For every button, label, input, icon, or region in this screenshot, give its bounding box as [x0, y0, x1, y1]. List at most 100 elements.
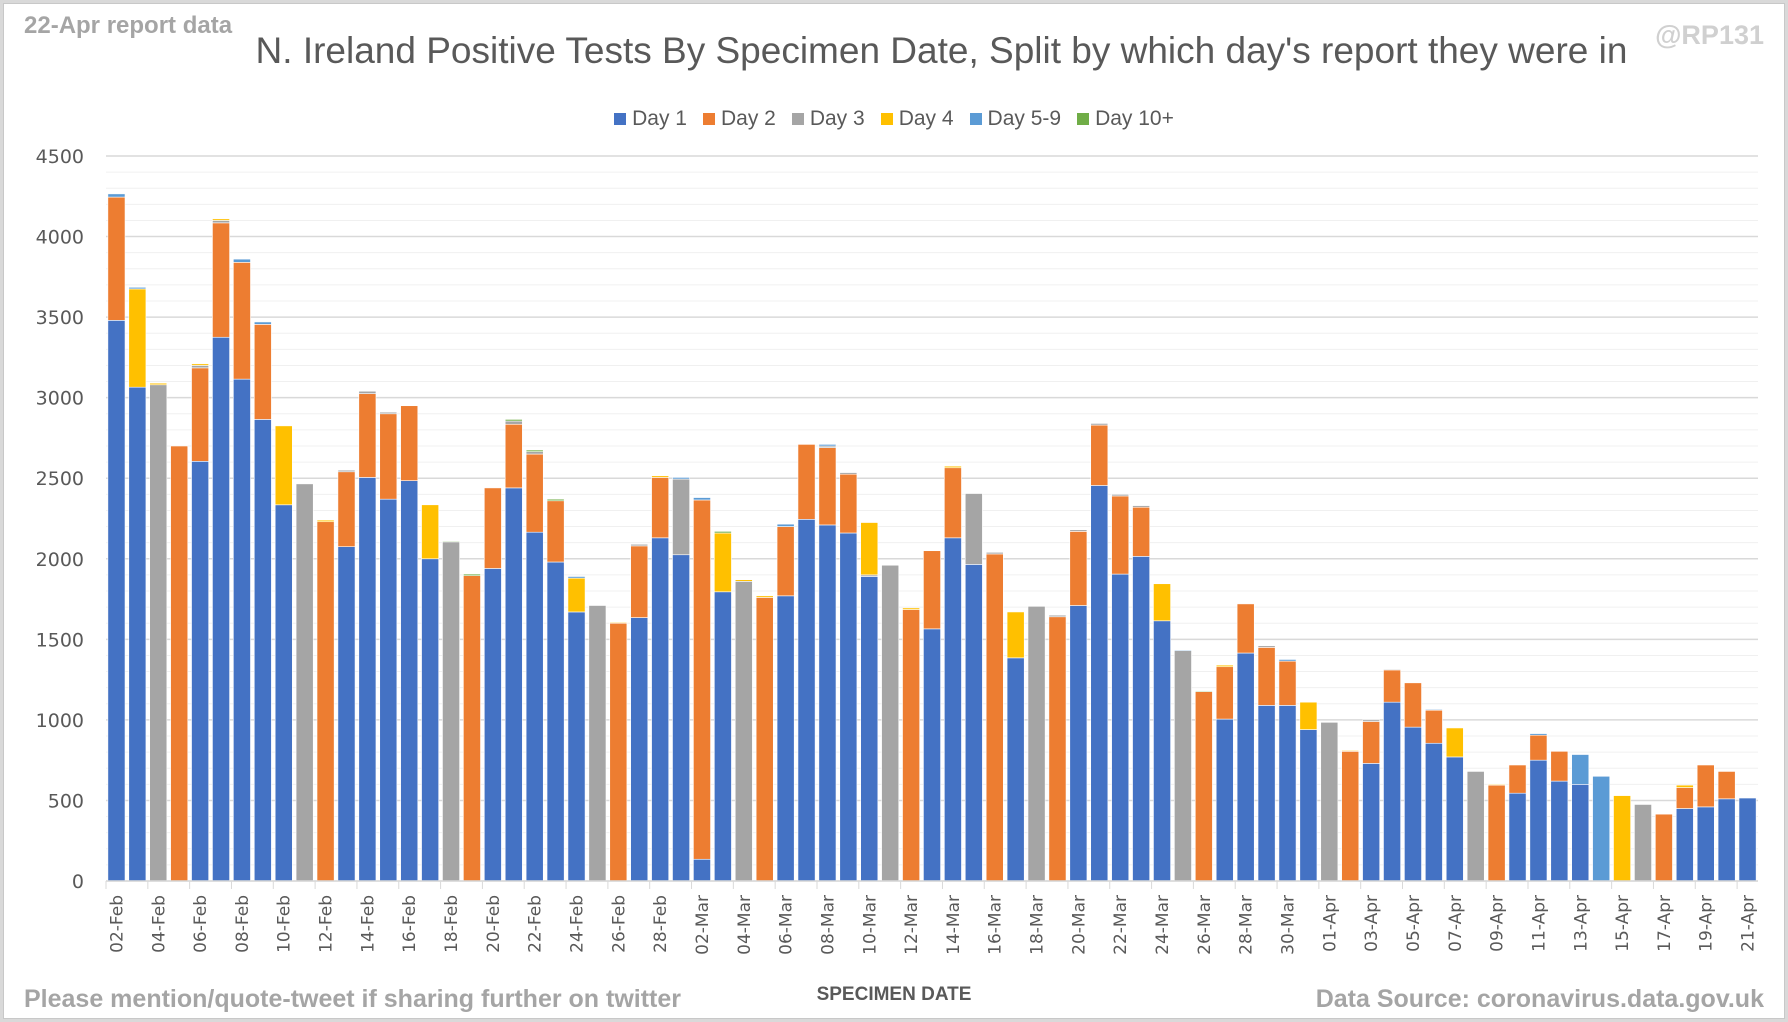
bar-segment-day-1 [1069, 605, 1088, 882]
x-axis-title: SPECIMEN DATE [816, 984, 972, 1005]
bar-stack-08-Feb [233, 258, 251, 882]
x-tick-label: 22-Feb [526, 895, 546, 953]
bar-segment-day-3 [1466, 771, 1485, 882]
bar-segment-day-2 [1383, 669, 1401, 703]
bar-stack-04-Mar [734, 579, 753, 882]
bar-segment-day-5-9 [128, 287, 147, 290]
bar-segment-day-3 [504, 420, 523, 425]
bar-segment-day-3 [1362, 719, 1381, 722]
bar-segment-day-10- [504, 419, 523, 422]
bar-segment-day-1 [1215, 718, 1234, 882]
bar-stack-27-Feb [630, 543, 649, 882]
bar-segment-day-2 [1424, 709, 1443, 744]
bar-segment-day-1 [944, 537, 962, 882]
bar-segment-day-2 [1194, 691, 1213, 882]
bar-segment-day-2 [1362, 721, 1381, 764]
bar-segment-day-2 [1550, 751, 1569, 782]
bar-segment-day-5-9 [233, 258, 251, 263]
bar-segment-day-4 [316, 519, 335, 523]
y-tick-label: 2000 [36, 549, 84, 571]
bar-segment-day-1 [630, 617, 649, 882]
x-tick-label: 18-Mar [1028, 895, 1048, 955]
bar-segment-day-1 [1696, 806, 1715, 882]
bar-stack-28-Feb [651, 475, 670, 882]
bar-stack-15-Apr [1613, 795, 1631, 882]
bar-segment-day-2 [1655, 813, 1673, 882]
bar-segment-day-1 [1424, 742, 1443, 882]
bar-stack-04-Feb [149, 382, 168, 882]
bar-segment-day-3 [1132, 505, 1150, 508]
bar-stack-01-Mar [672, 477, 690, 882]
bar-segment-day-5-9 [672, 477, 690, 480]
bar-segment-day-2 [1404, 682, 1422, 728]
bar-segment-day-2 [212, 222, 230, 338]
bar-segment-day-2 [985, 553, 1004, 882]
bar-stack-03-Apr [1362, 719, 1381, 882]
bar-stack-19-Feb [463, 573, 481, 882]
x-tick-label: 26-Feb [609, 895, 629, 953]
bar-stack-05-Feb [170, 445, 189, 882]
bar-segment-day-2 [1487, 784, 1506, 882]
bar-stack-21-Apr [1738, 797, 1757, 882]
x-tick-label: 04-Feb [149, 895, 169, 953]
bar-segment-day-2 [504, 423, 523, 489]
bar-segment-day-1 [693, 858, 711, 882]
bar-segment-day-1 [1236, 652, 1255, 882]
bar-segment-day-2 [107, 196, 126, 321]
bar-segment-day-1 [1090, 485, 1109, 882]
bar-segment-day-3 [191, 365, 209, 369]
bar-segment-day-10- [463, 573, 481, 576]
x-tick-label: 20-Feb [484, 895, 504, 953]
bar-segment-day-2 [463, 575, 481, 882]
bar-segment-day-1 [421, 558, 440, 882]
bar-segment-day-1 [358, 477, 377, 882]
bar-stack-11-Feb [295, 483, 314, 882]
bar-segment-day-2 [233, 262, 251, 380]
legend-swatch [1077, 113, 1090, 125]
x-tick-label: 26-Mar [1195, 895, 1215, 955]
y-tick-label: 3000 [36, 388, 84, 410]
bar-segment-day-1 [483, 568, 502, 882]
x-tick-label: 04-Mar [735, 895, 755, 955]
bar-stack-03-Feb [128, 287, 147, 882]
bar-segment-day-2 [1048, 616, 1067, 882]
bar-segment-day-5-9 [1529, 733, 1548, 736]
bar-segment-day-1 [1675, 808, 1694, 882]
y-tick-label: 3500 [36, 307, 84, 329]
x-tick-label: 15-Apr [1613, 895, 1633, 952]
bar-stack-10-Apr [1508, 764, 1527, 882]
bar-segment-day-4 [651, 475, 670, 478]
bar-segment-day-1 [567, 611, 586, 882]
legend-label: Day 5-9 [987, 107, 1062, 130]
bar-segment-day-2 [755, 597, 774, 882]
bar-segment-day-2 [818, 447, 837, 526]
legend-label: Day 4 [898, 107, 954, 130]
bar-stack-13-Apr [1571, 754, 1590, 882]
bar-stack-25-Mar [1174, 649, 1192, 882]
bar-segment-day-4 [944, 465, 962, 469]
x-tick-label: 17-Apr [1655, 895, 1675, 952]
bar-segment-day-2 [797, 444, 816, 520]
bar-stack-28-Mar [1236, 603, 1255, 882]
bar-segment-day-3 [985, 552, 1004, 555]
bar-segment-day-1 [964, 564, 983, 882]
legend: Day 1 Day 2 Day 3 Day 4 Day 5-9 Day 10+ [4, 107, 1784, 131]
bar-segment-day-2 [902, 609, 920, 882]
bar-segment-day-1 [1111, 573, 1130, 882]
bar-segment-day-2 [693, 499, 711, 860]
bar-stack-21-Mar [1090, 423, 1109, 882]
bar-segment-day-3 [672, 478, 690, 556]
bar-segment-day-3 [337, 469, 356, 473]
bar-segment-day-2 [1508, 764, 1527, 794]
bar-segment-day-5-9 [776, 523, 795, 527]
bar-segment-day-3 [1174, 650, 1192, 882]
bar-stack-06-Mar [776, 523, 795, 882]
legend-item-day-10-: Day 10+ [1077, 107, 1174, 131]
bar-stack-08-Mar [818, 444, 837, 882]
bar-segment-day-4 [212, 218, 230, 221]
bar-segment-day-2 [358, 393, 377, 478]
bar-segment-day-4 [755, 595, 774, 598]
bar-segment-day-2 [337, 471, 356, 547]
bar-stack-14-Mar [944, 465, 962, 882]
legend-label: Day 10+ [1095, 107, 1174, 130]
